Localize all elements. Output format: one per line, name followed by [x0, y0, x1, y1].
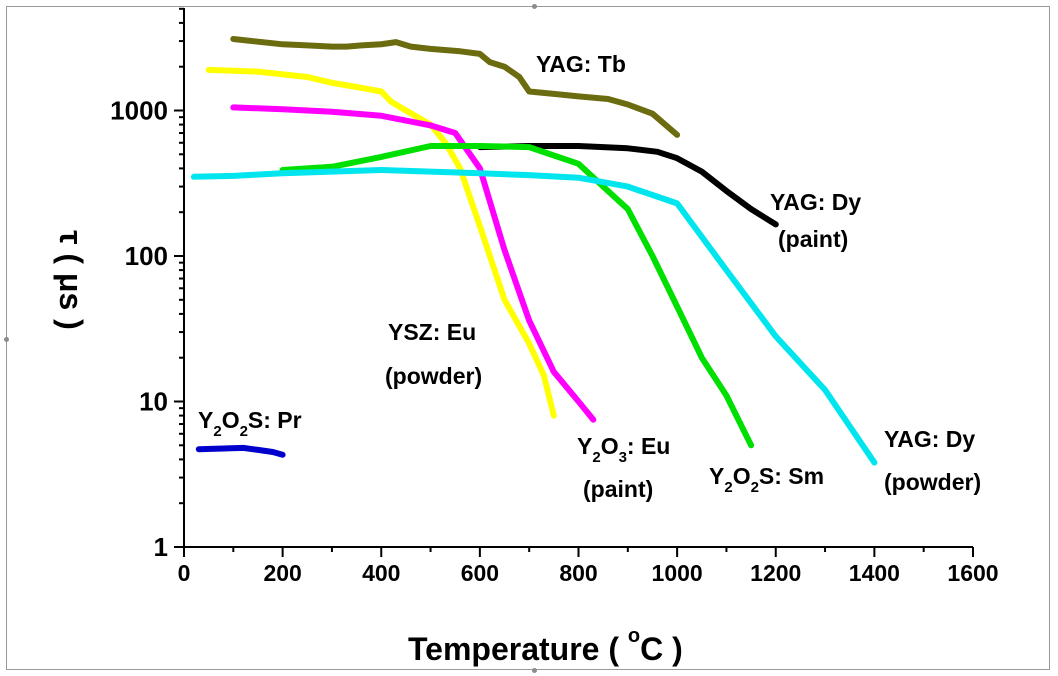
x-axis-title: Temperature ( oC ) — [408, 625, 683, 667]
resize-handle-top[interactable] — [532, 4, 537, 9]
series-layer — [190, 36, 878, 466]
resize-handle-bottom[interactable] — [532, 668, 537, 673]
x-tick-label: 1400 — [849, 560, 900, 586]
x-tick-label: 800 — [559, 560, 597, 586]
label-ysz-eu-line1: YSZ: Eu — [388, 319, 476, 345]
x-tick-label: 200 — [263, 560, 301, 586]
label-y2o2s-sm: Y2O2S: Sm — [709, 463, 824, 496]
y-tick-label: 1 — [154, 532, 168, 562]
label-yag-dy-paint-line2: (paint) — [778, 226, 848, 252]
series-line-ysz-eu-powder — [205, 66, 557, 419]
x-tick-label: 400 — [362, 560, 400, 586]
x-tick-label: 600 — [461, 560, 499, 586]
x-tick-label: 1000 — [652, 560, 703, 586]
x-tick-label: 1600 — [947, 560, 998, 586]
series-line-y-o-s-pr — [195, 444, 286, 458]
label-ysz-eu-line2: (powder) — [385, 363, 482, 389]
label-y2o2s-pr: Y2O2S: Pr — [198, 407, 302, 440]
x-tick-label: 0 — [178, 560, 191, 586]
y-tick-label: 1000 — [110, 96, 168, 126]
label-yag-tb: YAG: Tb — [536, 51, 626, 77]
series-line-y-o-eu-paint — [230, 104, 597, 423]
axes: 1 10 100 1000 0 200 400 600 800 1000 1200 1400 1600 — [110, 7, 999, 586]
label-yag-dy-powder-line2: (powder) — [884, 469, 981, 495]
label-y2o3-eu-line1: Y2O3: Eu — [577, 433, 670, 466]
series-line-yag-dy-paint — [476, 143, 779, 228]
series-line-yag-tb — [230, 36, 681, 138]
x-tick-label: 1200 — [750, 560, 801, 586]
series-line-y-o-s-sm — [279, 143, 755, 449]
label-y2o3-eu-line2: (paint) — [583, 476, 653, 502]
resize-handle-left[interactable] — [4, 337, 9, 342]
label-yag-dy-powder-line1: YAG: Dy — [884, 426, 975, 452]
y-tick-label: 10 — [139, 387, 168, 417]
y-tick-label: 100 — [125, 241, 168, 271]
label-yag-dy-paint-line1: YAG: Dy — [770, 189, 861, 215]
series-line-yag-dy-powder — [190, 167, 878, 466]
label-layer: YAG: Tb YAG: Dy (paint) YSZ: Eu (powder)… — [53, 51, 981, 667]
y-axis-title: τ ( μs ) — [53, 230, 89, 330]
